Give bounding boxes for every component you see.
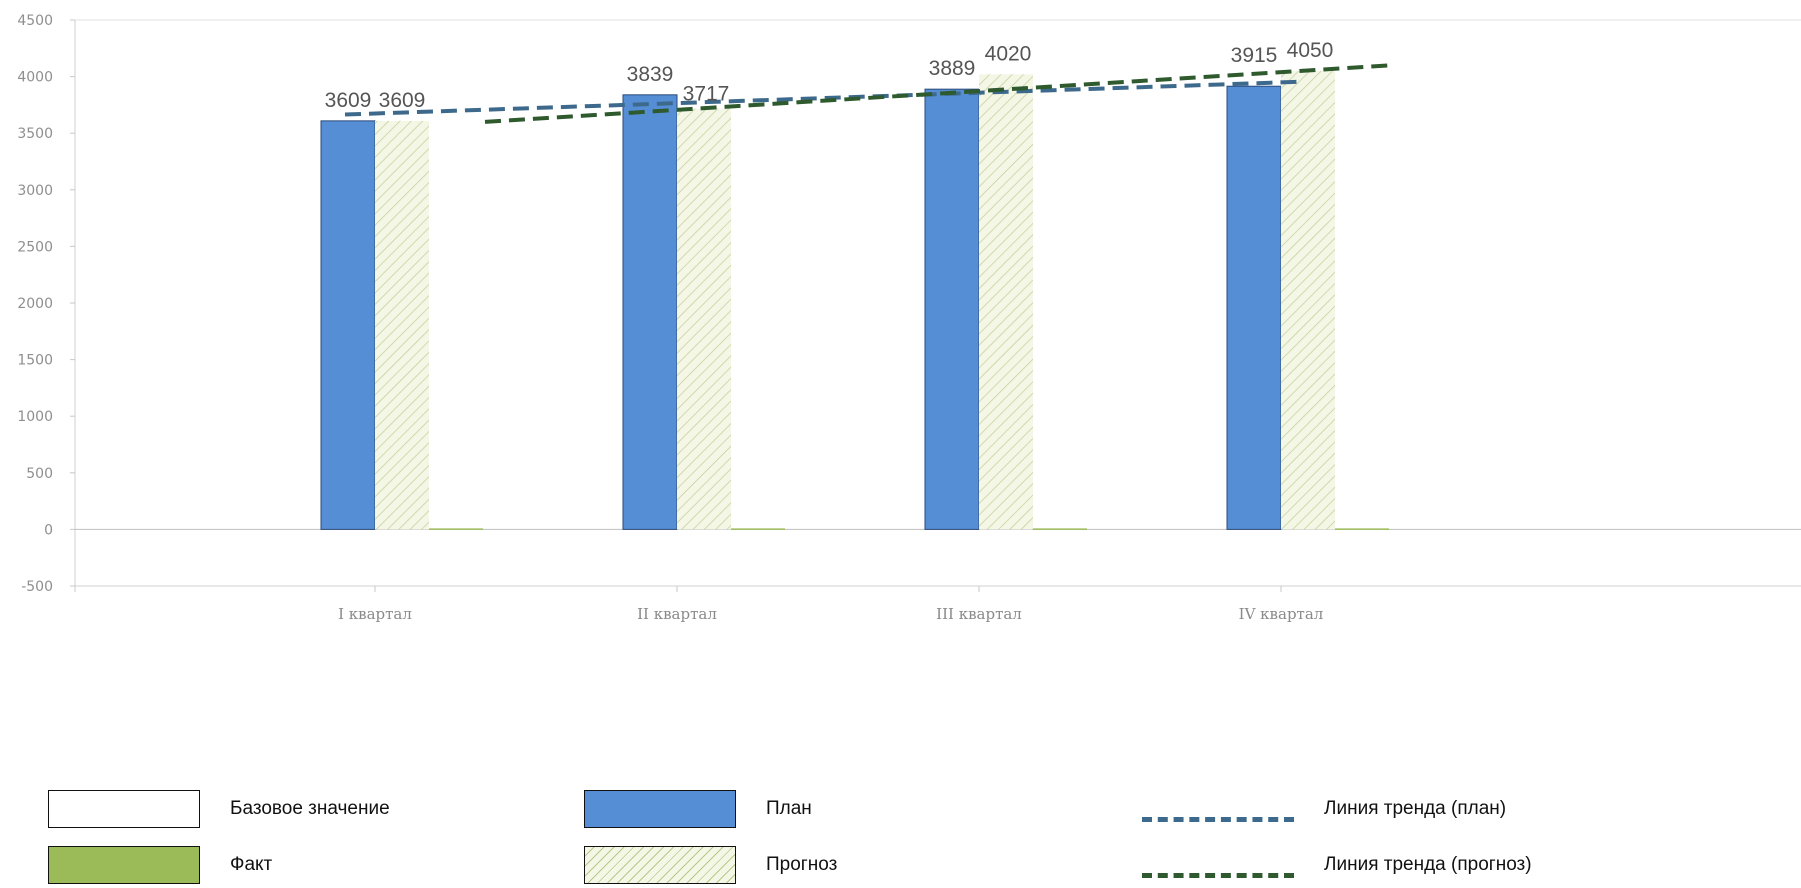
- trendline-forecast: [484, 63, 1392, 124]
- bar-plan: [1226, 85, 1282, 530]
- x-tick-label: IV квартал: [1239, 605, 1324, 623]
- bar-fact: [1335, 528, 1389, 530]
- y-tick-label: 2500: [17, 239, 53, 255]
- data-label-forecast: 4020: [985, 42, 1032, 65]
- bar-fact: [1033, 528, 1087, 530]
- legend-item-plan: План: [584, 790, 812, 828]
- y-tick-label: 1000: [17, 409, 53, 425]
- x-tick-label: III квартал: [936, 605, 1022, 623]
- chart: 4500 4000 3500 3000 2500 2000 1500 1000 500 0 -500…: [17, 13, 1801, 623]
- data-label-forecast: 4050: [1287, 39, 1334, 62]
- legend-item-trend-plan: Линия тренда (план): [1142, 790, 1506, 828]
- y-tick-label: 1500: [17, 353, 53, 369]
- legend-swatch-base: [48, 790, 200, 828]
- bar-forecast: [1281, 70, 1335, 530]
- legend-item-base: Базовое значение: [48, 790, 390, 828]
- bar-plan: [924, 88, 980, 530]
- bar-fact: [429, 528, 483, 530]
- legend-label-fact: Факт: [230, 854, 273, 875]
- x-tick-label: I квартал: [338, 605, 412, 623]
- legend-swatch-forecast: [584, 846, 736, 884]
- legend-item-forecast: Прогноз: [584, 846, 837, 884]
- data-label-plan: 3889: [929, 57, 976, 80]
- x-tick-label: II квартал: [637, 605, 717, 623]
- legend-item-fact: Факт: [48, 846, 272, 884]
- y-tick-label: 0: [44, 522, 53, 538]
- legend-label-forecast: Прогноз: [766, 854, 838, 875]
- data-label-forecast: 3609: [379, 89, 426, 112]
- data-label-forecast: 3717: [683, 83, 730, 106]
- data-label-plan: 3839: [627, 63, 674, 86]
- bar-plan: [622, 94, 678, 530]
- bar-forecast: [677, 108, 731, 530]
- y-tick-label: 4000: [17, 70, 53, 86]
- legend-line-trend-forecast: [1142, 846, 1294, 884]
- bar-plan: [320, 120, 376, 530]
- legend-swatch-fact: [48, 846, 200, 884]
- legend: Базовое значение План Линия тренда (план…: [0, 790, 1801, 888]
- trendline-plan: [344, 79, 1302, 117]
- y-tick-label: 500: [26, 466, 53, 482]
- data-label-plan: 3915: [1231, 44, 1278, 67]
- bar-fact: [731, 528, 785, 530]
- data-label-plan: 3609: [325, 89, 372, 112]
- bar-forecast: [375, 120, 429, 530]
- legend-item-trend-forecast: Линия тренда (прогноз): [1142, 846, 1532, 884]
- legend-swatch-plan: [584, 790, 736, 828]
- legend-label-plan: План: [766, 798, 812, 819]
- y-tick-label: 3000: [17, 183, 53, 199]
- legend-label-trend-plan: Линия тренда (план): [1324, 798, 1507, 819]
- y-tick-label: 3500: [17, 126, 53, 142]
- legend-line-trend-plan: [1142, 790, 1294, 828]
- legend-label-base: Базовое значение: [230, 798, 390, 819]
- y-tick-label: 4500: [17, 13, 53, 29]
- y-tick-label: -500: [21, 579, 53, 595]
- bar-forecast: [979, 74, 1033, 530]
- legend-label-trend-forecast: Линия тренда (прогноз): [1324, 854, 1532, 875]
- y-tick-label: 2000: [17, 296, 53, 312]
